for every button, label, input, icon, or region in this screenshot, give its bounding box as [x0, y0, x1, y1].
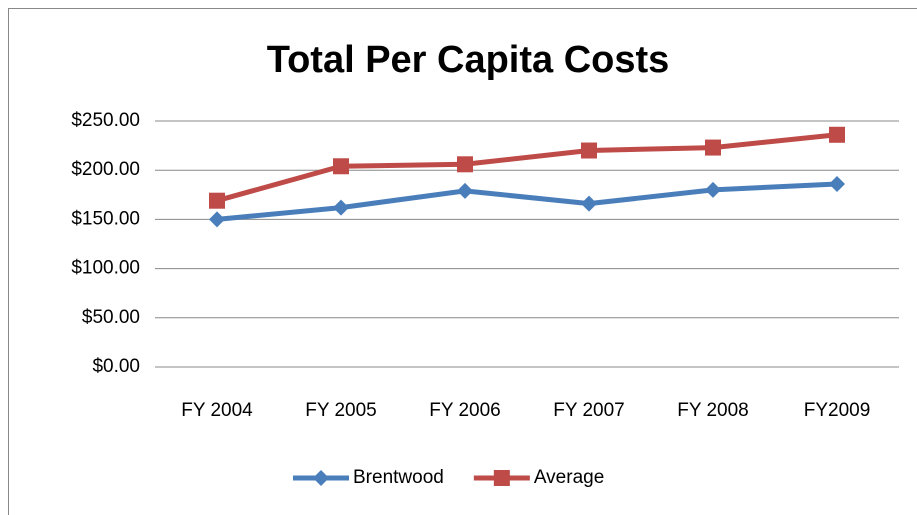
- y-tick-label: $200.00: [71, 159, 140, 180]
- marker: [457, 156, 473, 173]
- marker: [333, 158, 349, 175]
- x-tick-label: FY 2005: [305, 400, 376, 421]
- legend-label: Brentwood: [353, 467, 444, 488]
- marker: [705, 181, 721, 198]
- marker: [829, 175, 845, 192]
- marker: [581, 142, 597, 159]
- x-tick-label: FY 2006: [429, 400, 500, 421]
- x-tick-label: FY 2008: [677, 400, 748, 421]
- y-tick-label: $250.00: [71, 110, 140, 131]
- series-line: [216, 132, 838, 204]
- y-tick-label: $100.00: [71, 258, 140, 279]
- y-tick-label: $0.00: [92, 356, 140, 377]
- x-tick-label: FY2009: [804, 400, 871, 421]
- marker: [209, 211, 225, 228]
- series-line: [216, 181, 838, 222]
- marker: [581, 195, 597, 212]
- x-tick-label: FY 2007: [553, 400, 624, 421]
- chart-title: Total Per Capita Costs: [267, 39, 670, 81]
- marker: [209, 192, 225, 209]
- legend-label: Average: [534, 467, 604, 488]
- marker: [493, 470, 510, 486]
- y-tick-label: $50.00: [82, 307, 140, 328]
- y-tick-label: $150.00: [71, 208, 140, 229]
- marker: [313, 470, 329, 486]
- marker: [705, 139, 721, 156]
- marker: [829, 126, 845, 143]
- marker: [333, 199, 349, 216]
- x-tick-label: FY 2004: [181, 400, 253, 421]
- marker: [457, 182, 473, 199]
- chart-border: [8, 8, 917, 515]
